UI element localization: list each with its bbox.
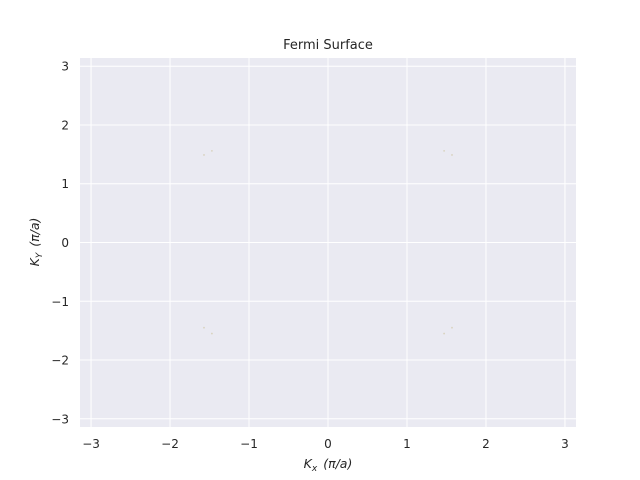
x-tick-label: 0 <box>324 437 332 451</box>
data-point <box>203 326 205 329</box>
data-point <box>451 326 453 329</box>
y-tick-label: −2 <box>51 354 69 368</box>
y-tick-label: 1 <box>61 177 69 191</box>
data-point <box>203 154 205 156</box>
data-point <box>210 332 213 335</box>
grid-lines <box>80 58 576 427</box>
y-tick-label: −3 <box>51 412 69 426</box>
x-tick-label: −3 <box>82 437 100 451</box>
x-tick-label: −1 <box>240 437 258 451</box>
x-axis-label: Kx (π/a) <box>304 456 353 474</box>
y-tick-label: −1 <box>51 295 69 309</box>
y-axis-label: KY(π/a) <box>27 218 45 267</box>
data-point <box>443 332 446 335</box>
data-points <box>203 149 453 335</box>
x-tick-label: −2 <box>161 437 179 451</box>
chart-title: Fermi Surface <box>283 38 373 53</box>
y-tick-label: 3 <box>61 60 69 74</box>
x-tick-label: 1 <box>403 437 411 451</box>
data-point <box>451 154 453 156</box>
y-tick-label: 0 <box>61 236 69 250</box>
data-point <box>210 149 213 152</box>
x-tick-label: 3 <box>561 437 569 451</box>
data-point <box>443 149 446 152</box>
x-tick-labels: −3 −2 −1 0 1 2 3 <box>82 437 569 451</box>
x-tick-label: 2 <box>482 437 490 451</box>
y-tick-label: 2 <box>61 118 69 132</box>
y-tick-labels: −3 −2 −1 0 1 2 3 <box>51 60 69 427</box>
